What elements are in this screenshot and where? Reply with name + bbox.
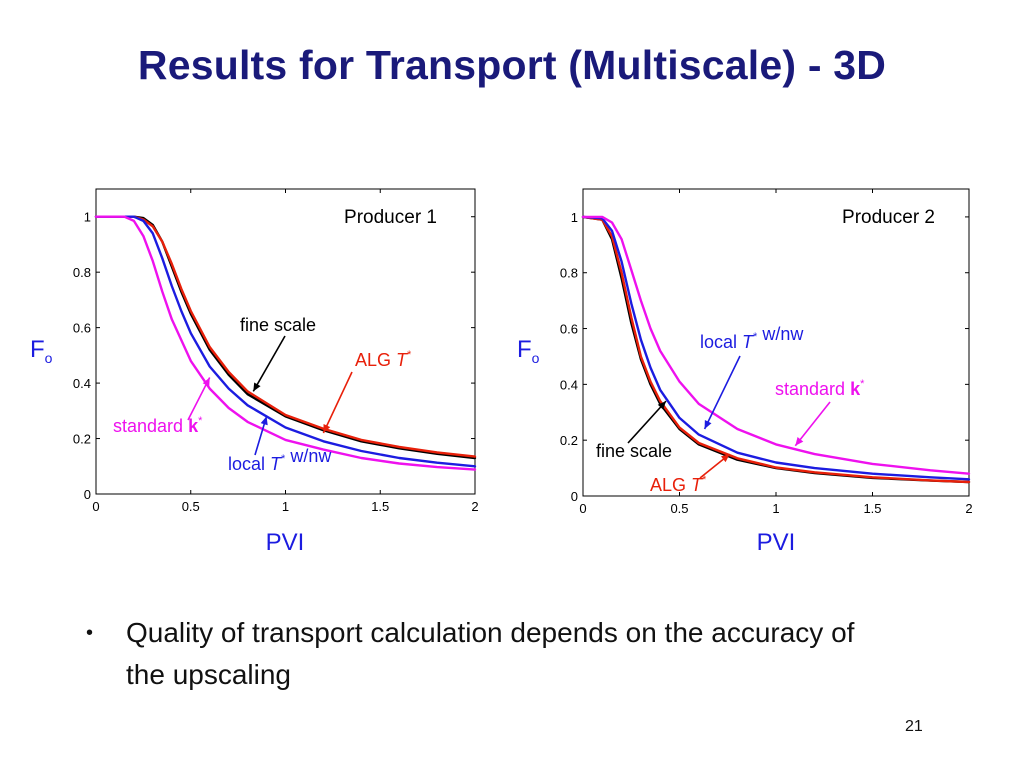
slide-title: Results for Transport (Multiscale) - 3D xyxy=(137,42,887,88)
producer-2-x-tick-label: 0 xyxy=(579,501,586,516)
producer-2-y-tick-label: 0.6 xyxy=(560,322,578,337)
producer-1-annotation-fine-arrow xyxy=(252,335,286,392)
producer-1-x-tick-label: 0 xyxy=(92,499,99,514)
producer-2-annotation-standard-arrowhead xyxy=(795,437,804,446)
producer-1-y-tick-label: 1 xyxy=(84,210,91,225)
producer-1-title: Producer 1 xyxy=(344,207,437,228)
producer-1-x-tick-label: 1 xyxy=(282,499,289,514)
producer-2-annotation-local-arrow xyxy=(703,355,741,430)
producer-1-annotation-alg-arrow xyxy=(322,371,353,434)
producer-1-y-tick-label: 0.4 xyxy=(73,376,91,391)
producer-2-y-axis-label: Fo xyxy=(517,336,540,366)
producer-1-annotation-alg-arrowhead xyxy=(323,424,331,433)
producer-2-annotation-local-arrowhead xyxy=(704,420,712,430)
producer-2-y-tick-label: 0.4 xyxy=(560,377,578,392)
producer-2-series-local-line xyxy=(581,215,971,481)
producer-1-plot-frame xyxy=(95,188,476,495)
producer-2-annotation-standard: standard k* xyxy=(775,378,865,399)
producer-2-title: Producer 2 xyxy=(842,207,935,228)
producer-2-series-alg-line xyxy=(581,215,971,484)
producer-1-y-axis-label: Fo xyxy=(30,336,53,366)
page-number: 21 xyxy=(905,718,923,735)
producer-1-annotation-fine-arrowhead xyxy=(253,382,261,392)
producer-1-annotation-standard: standard k* xyxy=(113,415,203,436)
producer-2-series-standard-line xyxy=(581,215,971,475)
producer-1-annotation-alg: ALG T* xyxy=(355,349,412,370)
producer-2-annotation-standard-arrow xyxy=(794,401,831,447)
producer-1-x-tick-label: 0.5 xyxy=(182,499,200,514)
producer-2-x-tick-label: 2 xyxy=(965,501,972,516)
producer-2-x-tick-label: 1.5 xyxy=(863,501,881,516)
producer-1-annotation-local: local T* w/nw xyxy=(228,446,332,474)
producer-2-annotation-fine: fine scale xyxy=(596,441,672,461)
producer-2-y-tick-label: 1 xyxy=(571,210,578,225)
producer-2-x-tick-label: 1 xyxy=(772,501,779,516)
producer-1-annotation-fine: fine scale xyxy=(240,315,316,335)
producer-2-annotation-local: local T* w/nw xyxy=(700,324,804,352)
producer-1-annotation-local-arrowhead xyxy=(260,416,268,426)
producer-1-series-local-line xyxy=(94,215,477,468)
producer-1-x-tick-label: 2 xyxy=(471,499,478,514)
bullet-dot: • xyxy=(86,622,94,644)
producer-2-y-tick-label: 0 xyxy=(571,489,578,504)
producer-1-y-tick-label: 0.2 xyxy=(73,432,91,447)
producer-1-y-tick-label: 0 xyxy=(84,487,91,502)
producer-1-annotation-standard-arrowhead xyxy=(202,377,210,387)
producer-2-annotation-alg-arrowhead xyxy=(720,454,730,463)
bullet-text: Quality of transport calculation depends… xyxy=(126,617,855,690)
producer-1-y-tick-label: 0.8 xyxy=(73,265,91,280)
producer-1-x-tick-label: 1.5 xyxy=(371,499,389,514)
producer-1-series-standard-line xyxy=(94,215,477,471)
bullet-item: • Quality of transport calculation depen… xyxy=(86,612,896,696)
producer-1-x-axis-label: PVI xyxy=(266,529,305,556)
producer-2-x-tick-label: 0.5 xyxy=(670,501,688,516)
producer-2-annotation-fine-arrowhead xyxy=(657,401,666,410)
producer-2-x-axis-label: PVI xyxy=(757,529,796,556)
producer-2-y-tick-label: 0.8 xyxy=(560,266,578,281)
producer-1-series-alg-line xyxy=(94,215,477,458)
producer-1-y-tick-label: 0.6 xyxy=(73,321,91,336)
producer-2-annotation-fine-arrow xyxy=(627,400,667,444)
producer-2-annotation-alg: ALG T* xyxy=(650,474,707,495)
producer-2-y-tick-label: 0.2 xyxy=(560,433,578,448)
